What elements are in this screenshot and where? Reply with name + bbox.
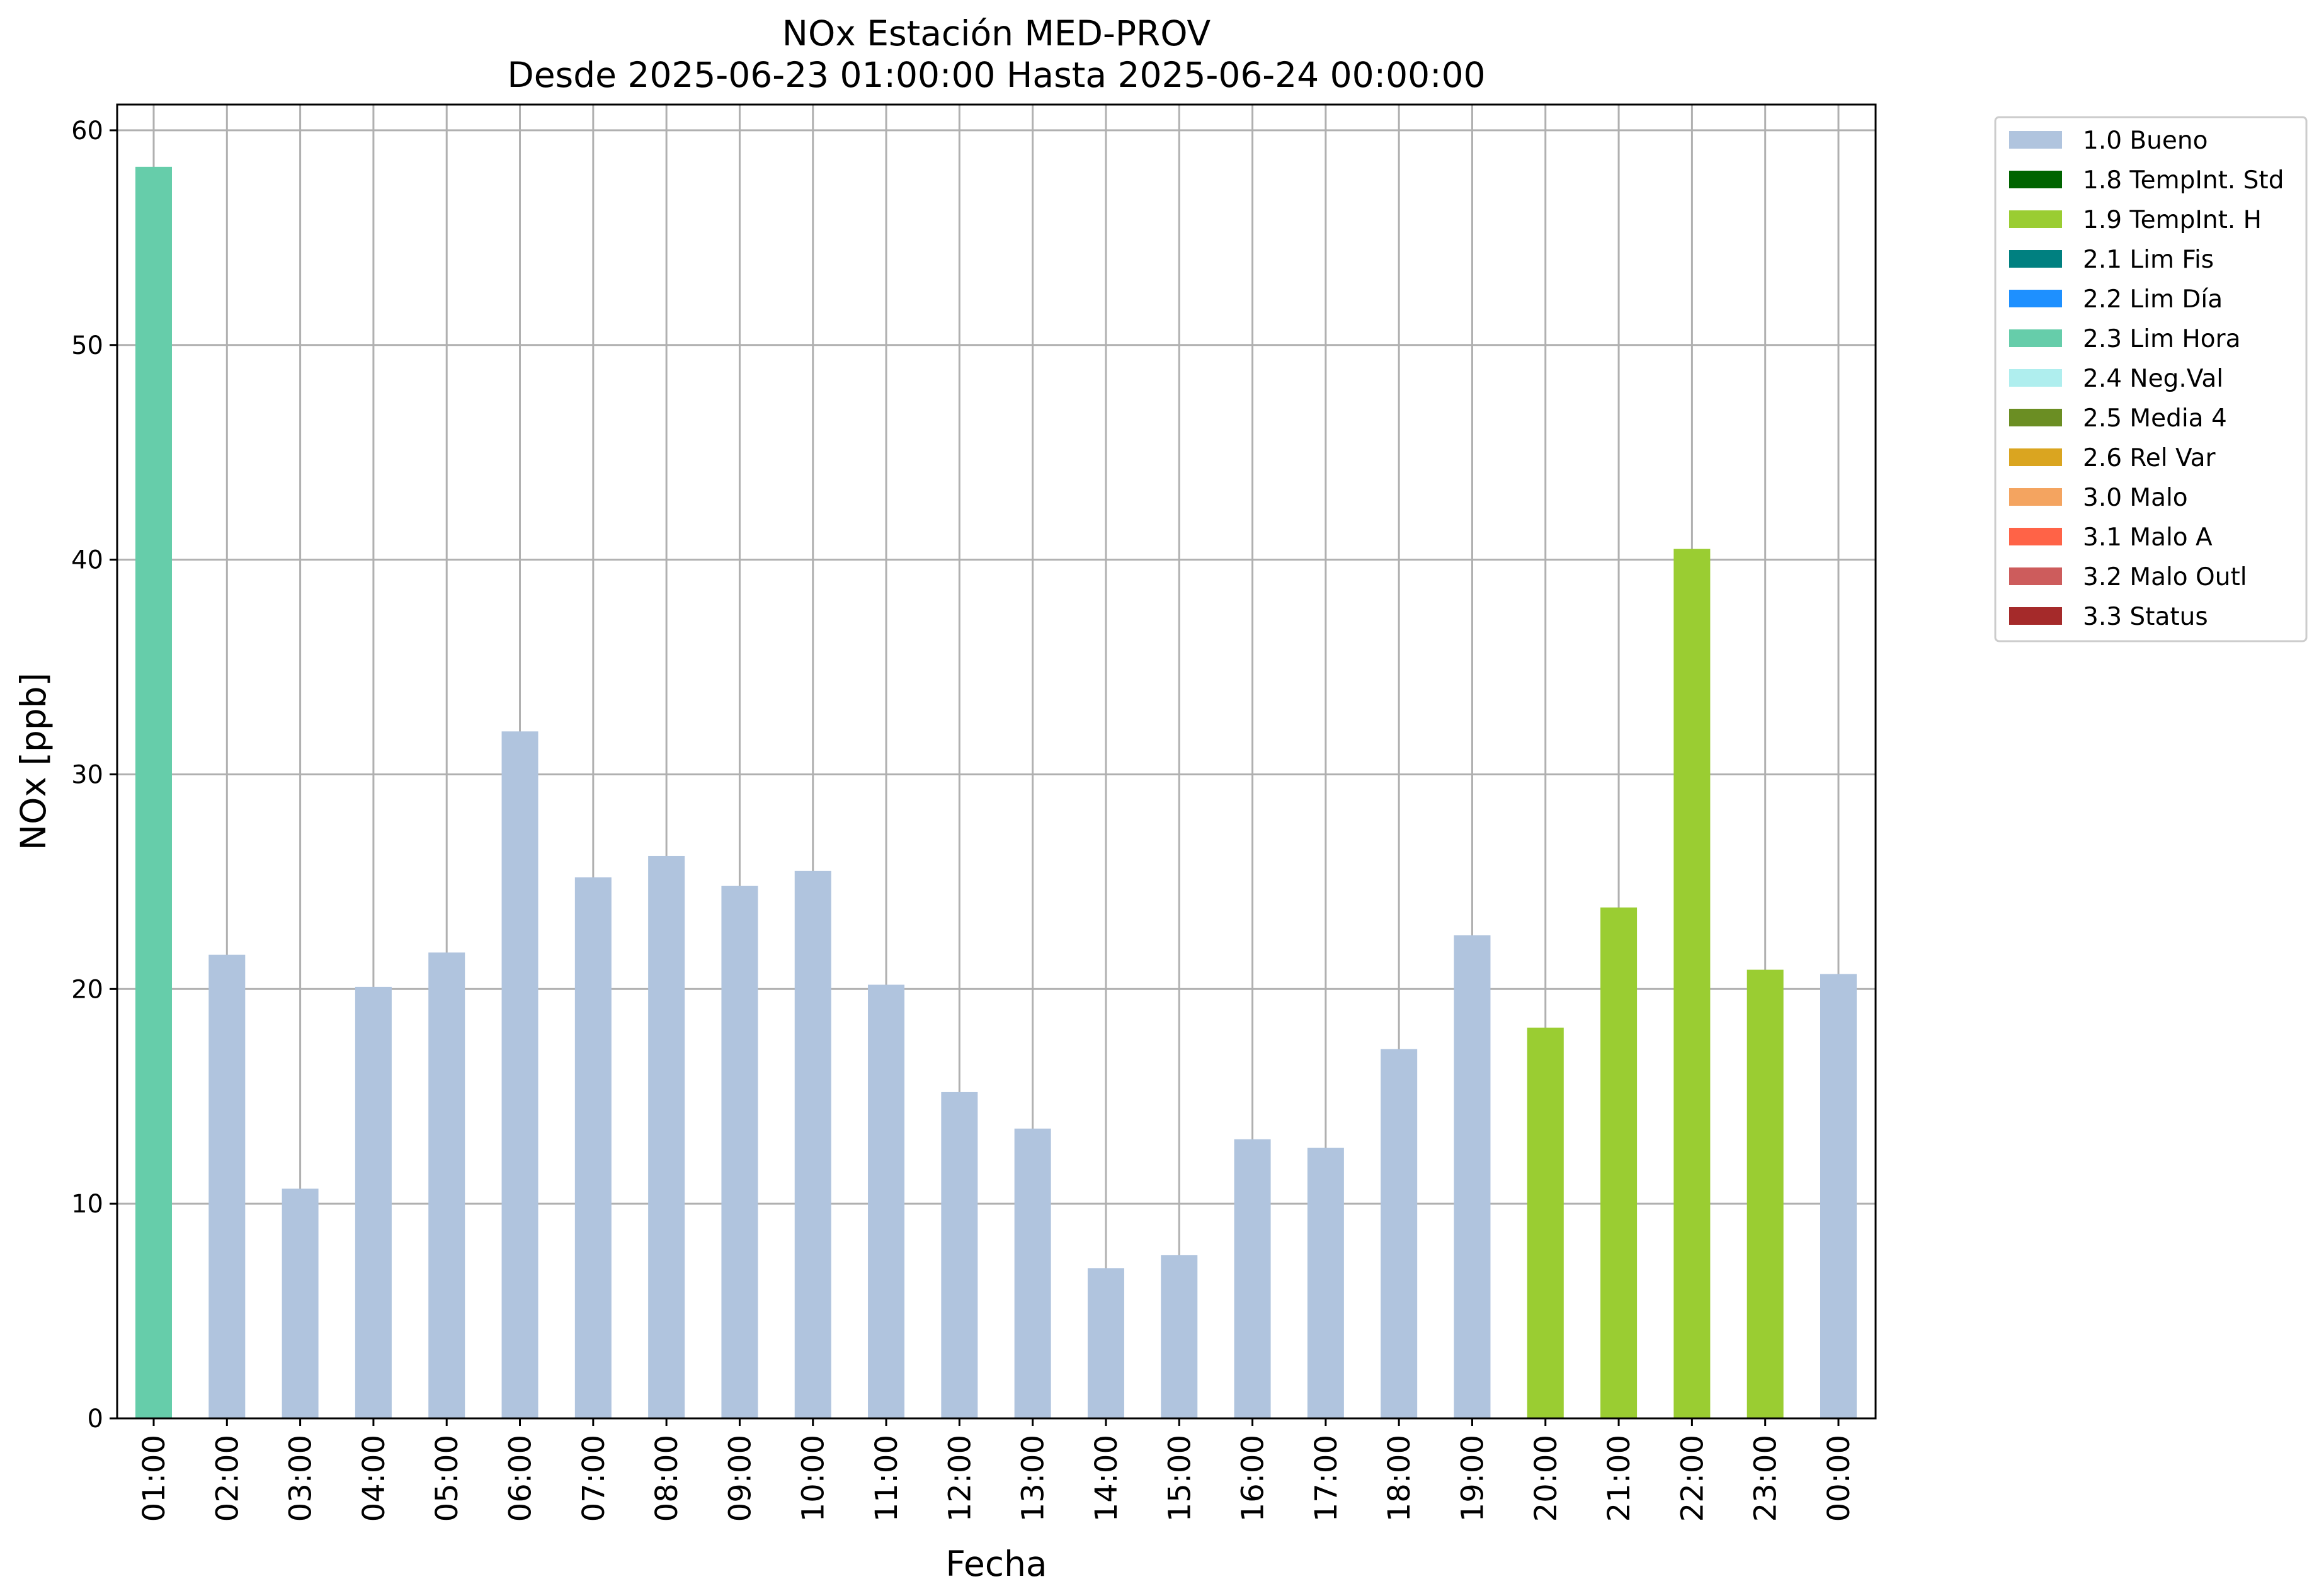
legend-swatch: [2009, 409, 2062, 426]
x-tick-label: 13:00: [1016, 1435, 1051, 1522]
legend-swatch: [2009, 488, 2062, 506]
bar-2100: [1600, 907, 1638, 1418]
x-tick-label: 19:00: [1455, 1435, 1490, 1522]
y-axis-label: NOx [ppb]: [13, 673, 54, 850]
x-tick-label: 10:00: [796, 1435, 831, 1522]
bar-1300: [1014, 1128, 1051, 1418]
legend-label: 2.4 Neg.Val: [2083, 365, 2223, 393]
bar-0600: [501, 731, 538, 1418]
y-axis: 0 10 20 30 40 50 60: [71, 117, 117, 1434]
bar-1600: [1234, 1139, 1271, 1418]
chart-title: NOx Estación MED-PROV: [782, 13, 1211, 54]
x-tick-label: 09:00: [722, 1435, 758, 1522]
legend-label: 3.0 Malo: [2083, 484, 2188, 512]
y-tick-label: 10: [71, 1190, 103, 1219]
x-tick-label: 06:00: [503, 1435, 538, 1522]
legend-label: 1.8 TempInt. Std: [2083, 166, 2284, 195]
chart-subtitle: Desde 2025-06-23 01:00:00 Hasta 2025-06-…: [507, 55, 1485, 95]
x-tick-label: 22:00: [1675, 1435, 1710, 1522]
bar-1000: [794, 870, 831, 1418]
bar-0100: [135, 166, 172, 1418]
y-tick-label: 60: [71, 117, 103, 145]
legend-frame: [1994, 116, 2308, 642]
x-tick-label: 11:00: [869, 1435, 904, 1522]
x-tick-label: 21:00: [1602, 1435, 1637, 1522]
legend-label: 3.2 Malo Outl: [2083, 563, 2247, 591]
x-tick-label: 02:00: [210, 1435, 245, 1522]
x-tick-label: 03:00: [283, 1435, 319, 1522]
bar-0400: [355, 986, 392, 1418]
x-tick-label: 00:00: [1821, 1435, 1857, 1522]
legend-label: 2.5 Media 4: [2083, 404, 2227, 433]
bar-0800: [648, 855, 685, 1418]
bar-1200: [941, 1092, 978, 1418]
legend-label: 3.1 Malo A: [2083, 523, 2213, 552]
legend-label: 1.9 TempInt. H: [2083, 206, 2262, 234]
bar-1700: [1307, 1148, 1344, 1418]
bar-0900: [721, 886, 758, 1418]
bar-0000: [1820, 974, 1857, 1418]
bars: [135, 166, 1857, 1418]
legend-label: 1.0 Bueno: [2083, 127, 2208, 155]
bar-1900: [1454, 935, 1491, 1418]
x-axis: 01:00 02:00 03:00 04:00 05:00 06:00 07:00 08:00…: [137, 1418, 1857, 1522]
legend-label: 2.3 Lim Hora: [2083, 325, 2241, 353]
x-tick-label: 14:00: [1089, 1435, 1124, 1522]
plot-frame: [116, 103, 1877, 1420]
legend-label: 2.2 Lim Día: [2083, 285, 2223, 314]
bar-1400: [1087, 1268, 1124, 1418]
legend-swatch: [2009, 607, 2062, 625]
legend-swatch: [2009, 448, 2062, 466]
bar-2200: [1673, 549, 1711, 1418]
x-tick-label: 18:00: [1382, 1435, 1417, 1522]
x-tick-label: 05:00: [430, 1435, 465, 1522]
x-tick-label: 12:00: [942, 1435, 977, 1522]
legend-swatch: [2009, 210, 2062, 228]
legend: 1.0 Bueno 1.8 TempInt. Std 1.9 TempInt. H 2…: [1994, 116, 2308, 642]
legend-swatch: [2009, 290, 2062, 307]
y-tick-label: 20: [71, 975, 103, 1004]
x-tick-label: 15:00: [1162, 1435, 1197, 1522]
legend-swatch: [2009, 171, 2062, 188]
x-tick-label: 17:00: [1309, 1435, 1344, 1522]
x-tick-label: 20:00: [1529, 1435, 1564, 1522]
bar-0300: [282, 1188, 319, 1418]
x-tick-label: 01:00: [137, 1435, 172, 1522]
y-tick-label: 30: [71, 760, 103, 789]
x-axis-label: Fecha: [945, 1544, 1047, 1584]
bar-0700: [574, 877, 612, 1418]
legend-swatch: [2009, 131, 2062, 149]
y-tick-label: 0: [88, 1405, 103, 1434]
legend-label: 2.1 Lim Fis: [2083, 246, 2214, 274]
bar-0200: [208, 954, 246, 1418]
bar-2300: [1746, 969, 1784, 1418]
x-tick-label: 07:00: [576, 1435, 612, 1522]
legend-swatch: [2009, 250, 2062, 268]
y-tick-label: 50: [71, 331, 103, 360]
x-tick-label: 23:00: [1748, 1435, 1784, 1522]
legend-label: 3.3 Status: [2083, 603, 2208, 631]
y-tick-label: 40: [71, 546, 103, 575]
legend-swatch: [2009, 567, 2062, 585]
legend-swatch: [2009, 369, 2062, 387]
bar-2000: [1527, 1027, 1564, 1418]
legend-swatch: [2009, 329, 2062, 347]
bar-1500: [1161, 1255, 1198, 1418]
legend-label: 2.6 Rel Var: [2083, 444, 2216, 472]
bar-1800: [1381, 1049, 1418, 1418]
bar-1100: [868, 984, 905, 1418]
x-tick-label: 04:00: [356, 1435, 392, 1522]
x-tick-label: 16:00: [1236, 1435, 1271, 1522]
x-tick-label: 08:00: [649, 1435, 685, 1522]
bar-0500: [428, 952, 465, 1418]
legend-swatch: [2009, 528, 2062, 545]
